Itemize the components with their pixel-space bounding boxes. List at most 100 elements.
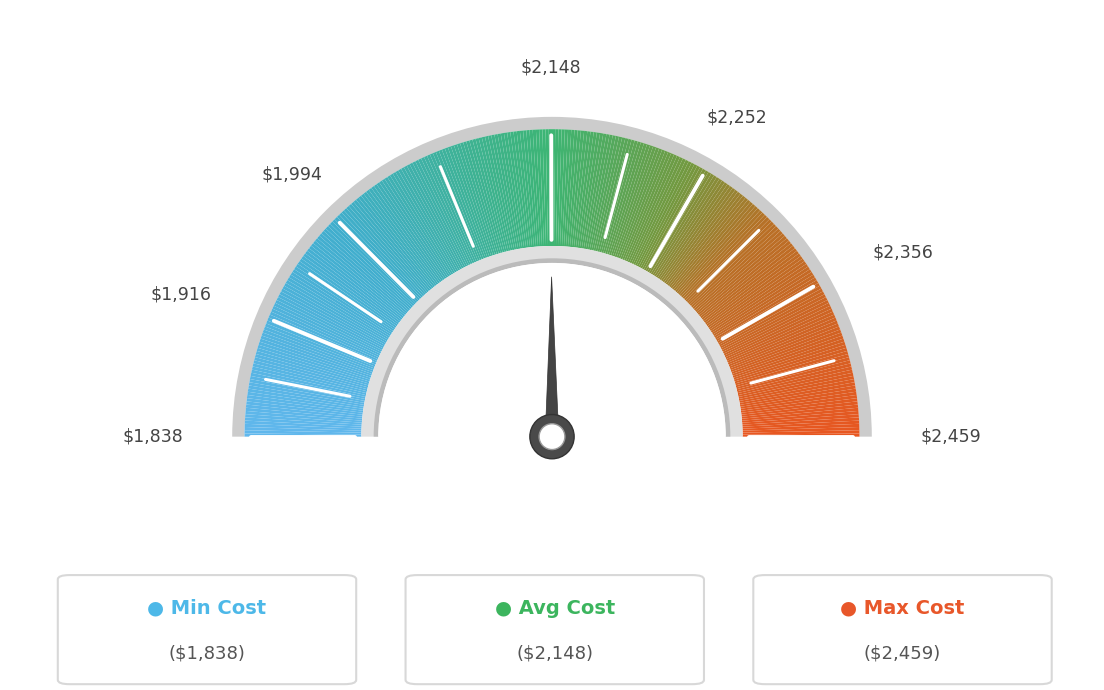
Wedge shape bbox=[248, 386, 364, 407]
Wedge shape bbox=[743, 427, 859, 433]
Wedge shape bbox=[587, 135, 613, 250]
Wedge shape bbox=[592, 136, 619, 250]
Wedge shape bbox=[584, 133, 606, 249]
Wedge shape bbox=[741, 398, 858, 415]
Wedge shape bbox=[562, 130, 571, 246]
Wedge shape bbox=[248, 382, 364, 405]
Wedge shape bbox=[491, 135, 517, 250]
Wedge shape bbox=[730, 324, 839, 368]
Wedge shape bbox=[629, 156, 680, 264]
Wedge shape bbox=[667, 192, 741, 286]
Wedge shape bbox=[686, 217, 769, 302]
Wedge shape bbox=[740, 382, 856, 405]
Wedge shape bbox=[708, 259, 805, 328]
Wedge shape bbox=[479, 137, 509, 251]
Wedge shape bbox=[725, 308, 832, 359]
Wedge shape bbox=[620, 150, 666, 259]
Wedge shape bbox=[644, 167, 703, 270]
Wedge shape bbox=[294, 266, 393, 333]
Wedge shape bbox=[323, 228, 412, 309]
Wedge shape bbox=[273, 306, 380, 357]
Wedge shape bbox=[715, 277, 817, 339]
Wedge shape bbox=[473, 139, 505, 253]
Wedge shape bbox=[266, 320, 375, 366]
Wedge shape bbox=[558, 129, 565, 246]
Wedge shape bbox=[427, 155, 476, 262]
Wedge shape bbox=[635, 160, 689, 266]
Wedge shape bbox=[741, 395, 857, 413]
Wedge shape bbox=[463, 141, 499, 254]
Wedge shape bbox=[740, 379, 854, 403]
Text: $1,838: $1,838 bbox=[123, 428, 183, 446]
Text: $1,994: $1,994 bbox=[262, 166, 322, 184]
Wedge shape bbox=[688, 221, 774, 305]
Wedge shape bbox=[739, 373, 853, 399]
Wedge shape bbox=[246, 404, 362, 419]
Wedge shape bbox=[304, 253, 399, 324]
Wedge shape bbox=[577, 132, 597, 248]
Wedge shape bbox=[287, 277, 389, 339]
Wedge shape bbox=[424, 156, 475, 264]
Wedge shape bbox=[743, 424, 859, 431]
Wedge shape bbox=[726, 315, 836, 363]
Wedge shape bbox=[326, 226, 413, 308]
Wedge shape bbox=[535, 130, 544, 246]
Wedge shape bbox=[418, 159, 470, 265]
Wedge shape bbox=[572, 131, 587, 247]
Wedge shape bbox=[361, 246, 743, 437]
Wedge shape bbox=[545, 129, 550, 246]
Wedge shape bbox=[481, 137, 510, 251]
Wedge shape bbox=[613, 145, 654, 257]
Wedge shape bbox=[250, 376, 365, 401]
Text: $2,148: $2,148 bbox=[521, 59, 582, 77]
Wedge shape bbox=[637, 161, 691, 267]
Wedge shape bbox=[742, 417, 859, 426]
Wedge shape bbox=[274, 303, 381, 355]
Wedge shape bbox=[731, 333, 842, 374]
Wedge shape bbox=[501, 133, 522, 248]
Wedge shape bbox=[247, 388, 363, 408]
Wedge shape bbox=[594, 137, 623, 251]
Wedge shape bbox=[442, 148, 486, 259]
Wedge shape bbox=[705, 253, 800, 324]
Wedge shape bbox=[339, 213, 422, 299]
Wedge shape bbox=[719, 288, 822, 346]
Wedge shape bbox=[245, 408, 362, 421]
Wedge shape bbox=[616, 148, 659, 258]
Wedge shape bbox=[246, 398, 363, 415]
Wedge shape bbox=[367, 190, 438, 285]
Wedge shape bbox=[609, 144, 647, 255]
Wedge shape bbox=[566, 130, 577, 246]
Wedge shape bbox=[582, 133, 603, 248]
Polygon shape bbox=[545, 277, 559, 449]
Wedge shape bbox=[404, 166, 461, 270]
Wedge shape bbox=[247, 395, 363, 413]
Wedge shape bbox=[393, 172, 455, 273]
Wedge shape bbox=[355, 197, 432, 290]
Wedge shape bbox=[662, 186, 733, 282]
Wedge shape bbox=[498, 133, 520, 249]
FancyBboxPatch shape bbox=[405, 575, 704, 684]
Wedge shape bbox=[734, 345, 847, 382]
Wedge shape bbox=[732, 335, 843, 376]
Wedge shape bbox=[704, 250, 799, 323]
Wedge shape bbox=[507, 132, 527, 248]
Wedge shape bbox=[666, 190, 737, 285]
Wedge shape bbox=[244, 433, 361, 437]
Wedge shape bbox=[279, 291, 384, 348]
Wedge shape bbox=[699, 241, 790, 317]
Text: ($1,838): ($1,838) bbox=[169, 644, 245, 662]
Wedge shape bbox=[315, 238, 406, 315]
Wedge shape bbox=[523, 130, 537, 247]
Wedge shape bbox=[539, 129, 546, 246]
Wedge shape bbox=[450, 145, 491, 257]
Wedge shape bbox=[733, 342, 846, 380]
Wedge shape bbox=[570, 130, 584, 247]
Wedge shape bbox=[628, 155, 677, 262]
Text: $2,356: $2,356 bbox=[872, 244, 933, 262]
Wedge shape bbox=[682, 213, 765, 299]
Wedge shape bbox=[743, 433, 860, 437]
Wedge shape bbox=[735, 351, 848, 386]
Wedge shape bbox=[395, 170, 457, 273]
Wedge shape bbox=[284, 283, 386, 343]
